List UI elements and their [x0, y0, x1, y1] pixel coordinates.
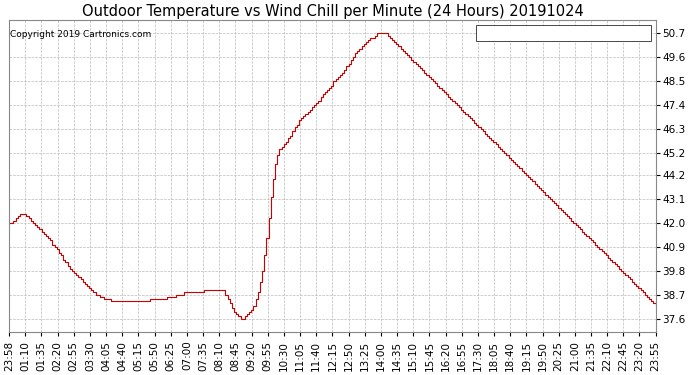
- Title: Outdoor Temperature vs Wind Chill per Minute (24 Hours) 20191024: Outdoor Temperature vs Wind Chill per Mi…: [81, 4, 583, 19]
- Legend: Wind Chill  (°F), Temperature  (°F): Wind Chill (°F), Temperature (°F): [476, 25, 651, 41]
- Text: Copyright 2019 Cartronics.com: Copyright 2019 Cartronics.com: [10, 30, 151, 39]
